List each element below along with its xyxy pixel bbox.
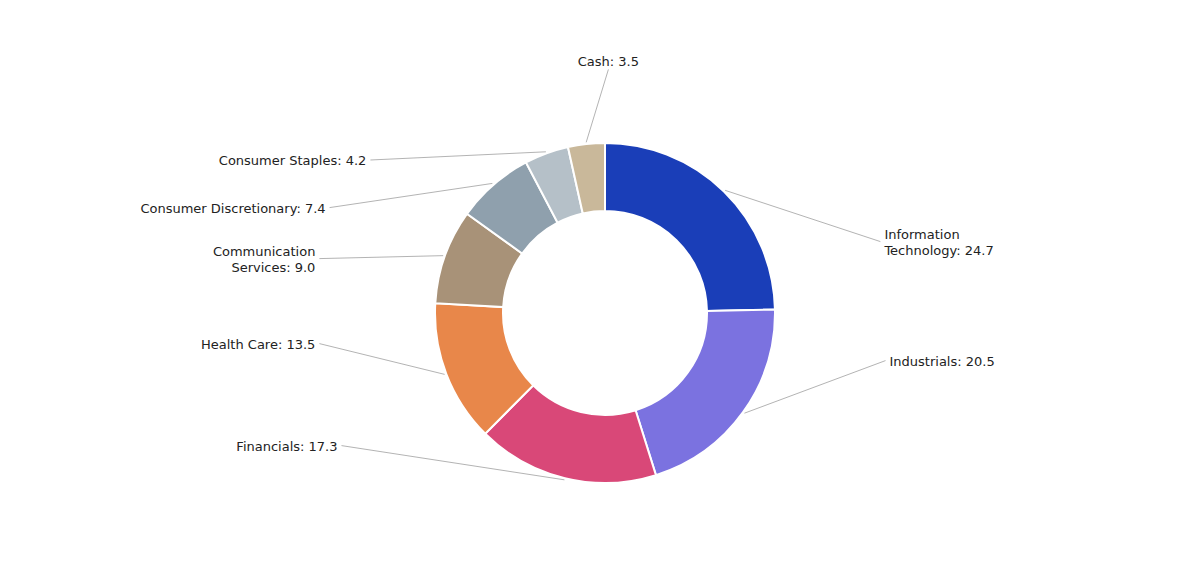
svg-text:InformationTechnology: 24.7: InformationTechnology: 24.7 [883,226,993,257]
svg-text:Financials: 17.3: Financials: 17.3 [236,438,337,453]
svg-text:Consumer Discretionary: 7.4: Consumer Discretionary: 7.4 [140,200,325,215]
svg-text:Consumer Staples: 4.2: Consumer Staples: 4.2 [219,153,367,168]
svg-text:Industrials: 20.5: Industrials: 20.5 [890,353,995,368]
svg-text:Cash: 3.5: Cash: 3.5 [578,54,639,69]
svg-text:Health Care: 13.5: Health Care: 13.5 [201,336,315,351]
svg-text:CommunicationServices: 9.0: CommunicationServices: 9.0 [213,243,315,274]
